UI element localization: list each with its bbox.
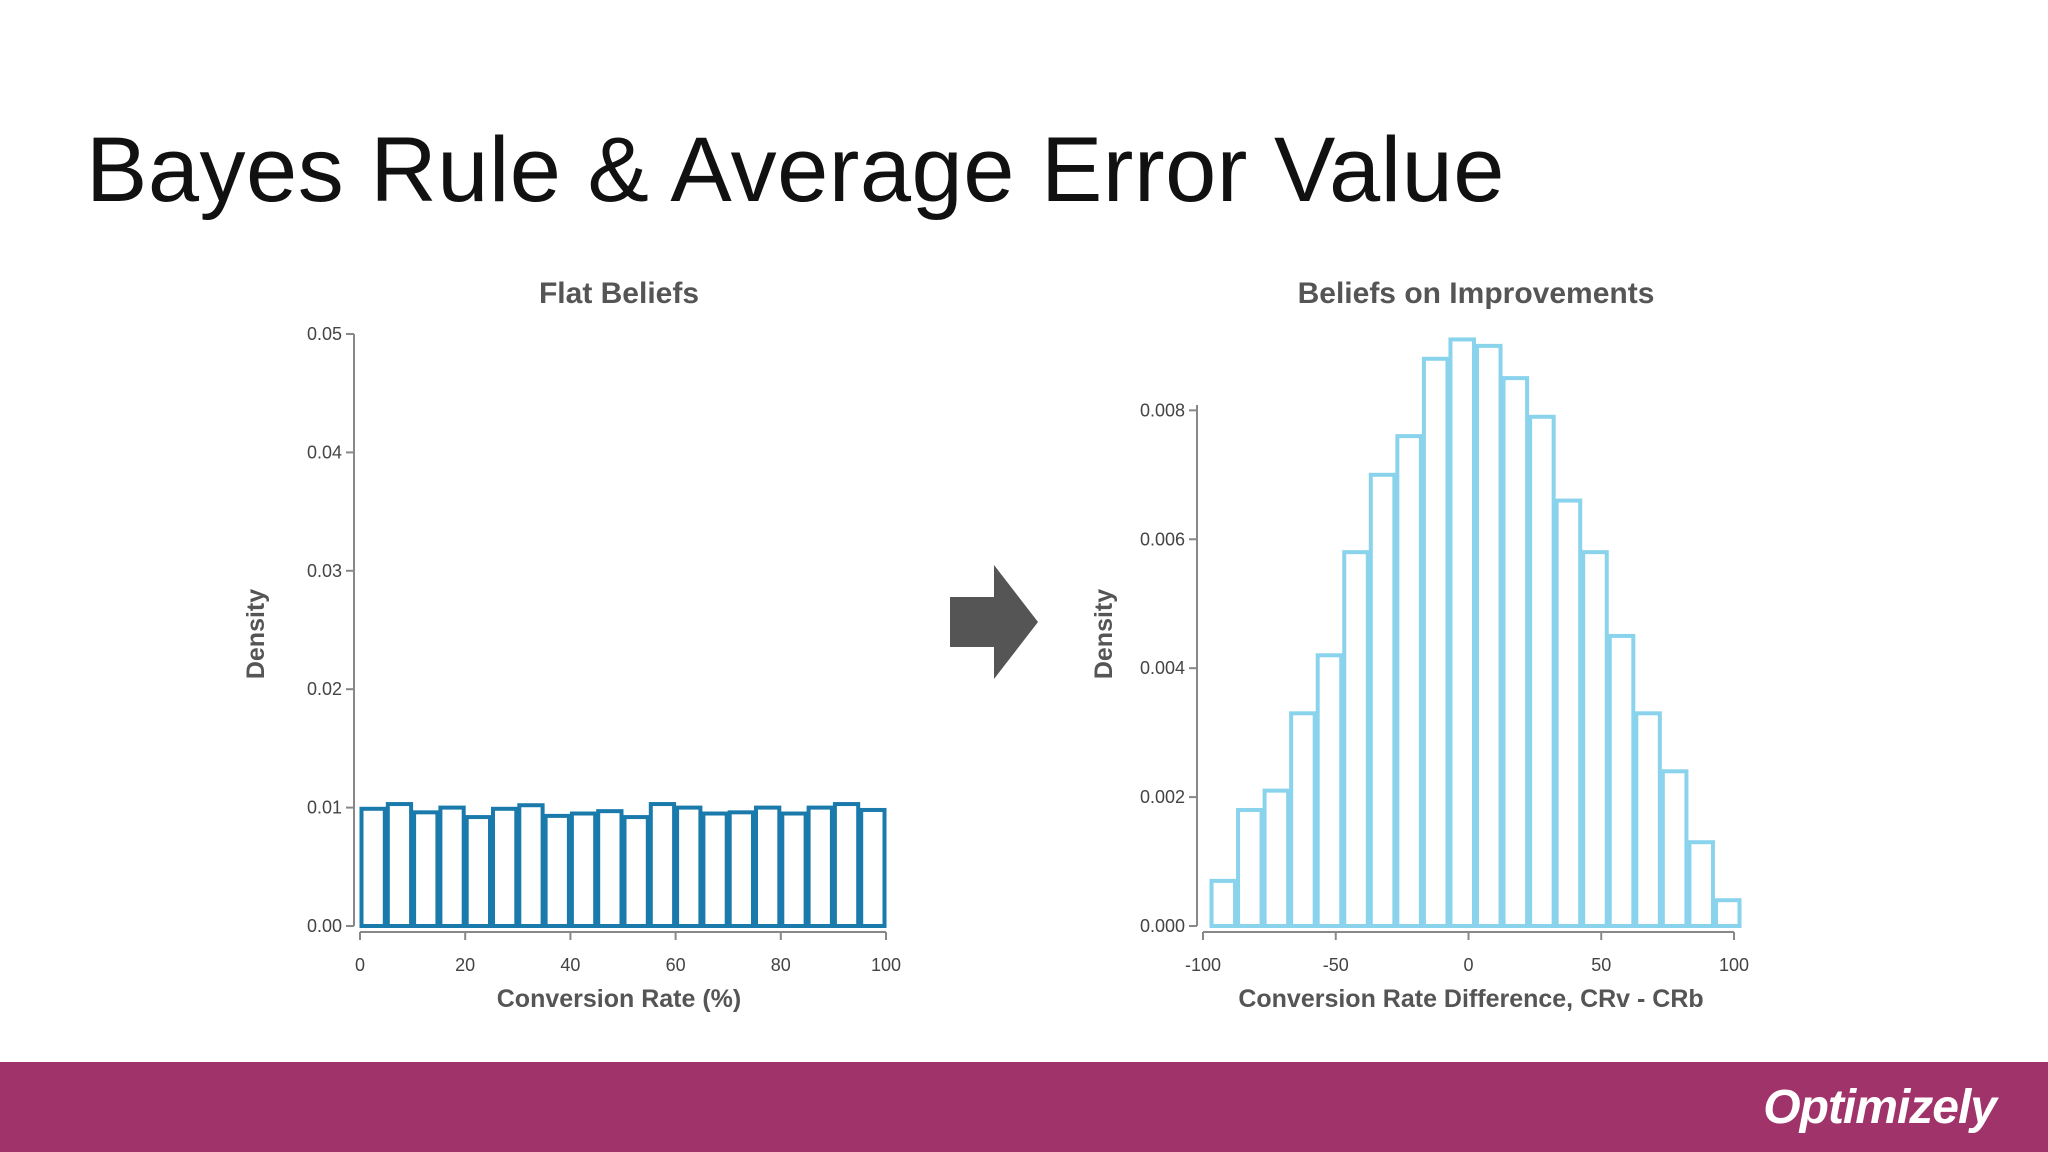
histogram-bar: [780, 811, 808, 929]
histogram-bar: [569, 811, 598, 929]
y-tick-label: 0.01: [307, 798, 342, 818]
histogram-bar: [806, 805, 834, 928]
histogram-bar: [675, 805, 703, 928]
histogram-bar: [754, 805, 782, 928]
chart-beliefs-on-improvements: Beliefs on Improvements Density Conversi…: [1090, 277, 1749, 1013]
histogram-bar: [1501, 376, 1530, 928]
arrow-right-icon: [950, 565, 1038, 679]
y-tick-label: 0.00: [307, 916, 342, 936]
chart-flat-beliefs: Flat Beliefs Density Conversion Rate (%)…: [242, 277, 901, 1013]
slide-title: Bayes Rule & Average Error Value: [86, 119, 1505, 221]
x-tick-label: 50: [1591, 955, 1611, 975]
x-axis-label: Conversion Rate (%): [497, 985, 741, 1013]
histogram-bar: [1342, 550, 1370, 928]
histogram-bar: [1395, 434, 1423, 928]
histogram-bar: [727, 810, 756, 928]
y-tick-label: 0.03: [307, 561, 342, 581]
x-tick-label: 60: [666, 955, 686, 975]
y-tick-label: 0.006: [1140, 529, 1185, 549]
x-tick-label: 40: [560, 955, 580, 975]
x-axis-label: Conversion Rate Difference, CRv - CRb: [1238, 985, 1703, 1013]
histogram-bar: [438, 805, 466, 928]
y-tick-label: 0.008: [1140, 400, 1185, 420]
y-axis-label: Density: [242, 589, 270, 679]
histogram-bar: [1236, 807, 1264, 929]
x-tick-label: 80: [771, 955, 791, 975]
y-tick-label: 0.02: [307, 679, 342, 699]
histogram-bar: [1289, 711, 1317, 928]
histogram-bar: [1581, 550, 1609, 928]
histogram-bar: [1209, 878, 1238, 928]
chart-title: Flat Beliefs: [539, 277, 699, 310]
histogram-bar: [859, 807, 887, 929]
bars: [359, 802, 887, 929]
histogram-bar: [1660, 769, 1689, 928]
bars: [1209, 337, 1742, 929]
axes: 0.00 0.01 0.02 0.03 0.04 0.05 0 20 40 60 80 100: [307, 324, 901, 975]
histogram-bar: [701, 811, 729, 929]
histogram-bar: [1528, 414, 1556, 928]
y-axis-label: Density: [1090, 589, 1118, 679]
histogram-bar: [359, 806, 387, 928]
y-tick-label: 0.002: [1140, 787, 1185, 807]
chart-title: Beliefs on Improvements: [1298, 277, 1655, 310]
histogram-bar: [596, 809, 624, 928]
footer-bar: Optimizely: [0, 1062, 2048, 1152]
histogram-bar: [1262, 788, 1291, 928]
histogram-bar: [517, 803, 545, 928]
histogram-bar: [1315, 653, 1344, 928]
histogram-bar: [832, 802, 861, 928]
histogram-bar: [1554, 498, 1583, 928]
x-tick-label: -100: [1185, 955, 1221, 975]
x-tick-label: -50: [1323, 955, 1349, 975]
x-tick-label: 100: [871, 955, 901, 975]
histogram-bar: [622, 815, 650, 929]
x-tick-label: 100: [1719, 955, 1749, 975]
histogram-bar: [1475, 343, 1503, 928]
histogram-bar: [491, 806, 519, 928]
y-tick-label: 0.04: [307, 442, 342, 462]
histogram-bar: [464, 815, 493, 929]
axes: 0.000 0.002 0.004 0.006 0.008 -100 -50 0 50 100: [1140, 400, 1749, 975]
histogram-bar: [1687, 840, 1715, 929]
x-tick-label: 0: [1463, 955, 1473, 975]
histogram-bar: [412, 810, 440, 928]
y-tick-label: 0.05: [307, 324, 342, 344]
x-tick-label: 0: [355, 955, 365, 975]
histogram-bar: [385, 802, 414, 928]
histogram-bar: [1448, 337, 1476, 928]
histogram-bar: [1713, 898, 1742, 929]
histogram-bar: [1634, 711, 1662, 928]
histogram-bar: [648, 802, 677, 928]
y-tick-label: 0.000: [1140, 916, 1185, 936]
x-tick-label: 20: [455, 955, 475, 975]
histogram-bar: [1607, 633, 1636, 929]
histogram-bar: [543, 813, 571, 928]
histogram-bar: [1421, 356, 1450, 929]
optimizely-logo: Optimizely: [1763, 1081, 1997, 1134]
y-tick-label: 0.004: [1140, 658, 1185, 678]
histogram-bar: [1368, 472, 1397, 928]
